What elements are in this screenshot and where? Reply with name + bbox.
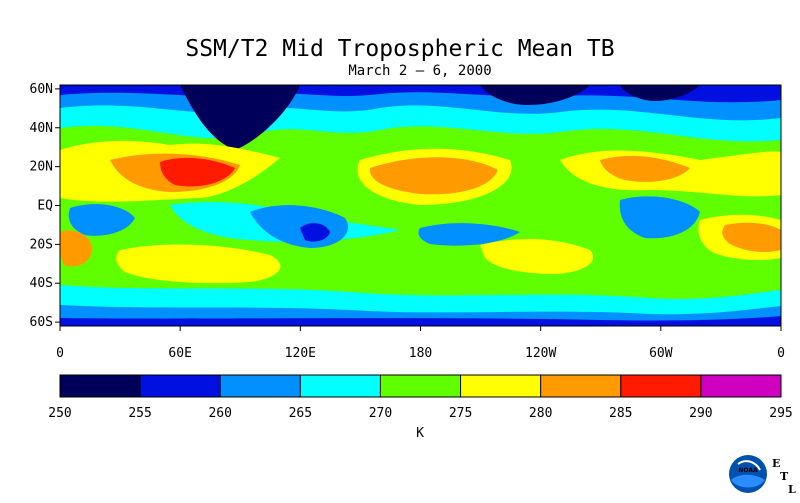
colorbar-label: 295: [769, 406, 792, 421]
colorbar-swatch: [540, 374, 622, 398]
lat-tick-label: 20S: [30, 237, 53, 252]
colorbar-label: 275: [449, 406, 472, 421]
colorbar-label: 290: [689, 406, 712, 421]
colorbar-swatch: [219, 374, 301, 398]
colorbar-label: 280: [529, 406, 552, 421]
lon-tick-label: 60W: [649, 346, 673, 361]
lon-tick-label: 120W: [525, 346, 556, 361]
colorbar-label: 270: [369, 406, 392, 421]
page-subtitle: March 2 – 6, 2000: [348, 63, 492, 79]
page-title: SSM/T2 Mid Tropospheric Mean TB: [185, 36, 615, 62]
logo-letter-l: L: [788, 483, 796, 496]
colorbar-label: 255: [128, 406, 151, 421]
colorbar-label: 265: [289, 406, 312, 421]
lon-tick-label: 120E: [285, 346, 316, 361]
logo-letter-t: T: [780, 470, 789, 483]
noaa-etl-logo: NOAA E T L: [728, 452, 798, 498]
lat-tick-label: 60N: [30, 82, 53, 97]
colorbar-swatch: [700, 374, 782, 398]
colorbar-swatch: [379, 374, 462, 398]
colorbar-label: 285: [609, 406, 632, 421]
colorbar-swatch: [299, 374, 381, 398]
lon-tick-label: 60E: [168, 346, 191, 361]
noaa-logo-text: NOAA: [738, 467, 758, 474]
colorbar-swatch: [59, 374, 141, 398]
lat-tick-label: EQ: [37, 199, 53, 214]
lon-tick-label: 0: [56, 346, 64, 361]
logo-letter-e: E: [772, 457, 780, 470]
colorbar-swatch: [139, 374, 221, 398]
colorbar-swatch: [460, 374, 542, 398]
lat-tick-label: 20N: [30, 160, 53, 175]
colorbar-swatch: [620, 374, 702, 398]
lat-tick-label: 60S: [30, 315, 53, 330]
lon-tick-label: 180: [409, 346, 432, 361]
colorbar-label: 260: [208, 406, 231, 421]
lat-tick-label: 40N: [30, 121, 53, 136]
unit-label: K: [416, 426, 424, 441]
lon-tick-label: 0: [777, 346, 785, 361]
colorbar-label: 250: [48, 406, 71, 421]
lat-tick-label: 40S: [30, 276, 53, 291]
